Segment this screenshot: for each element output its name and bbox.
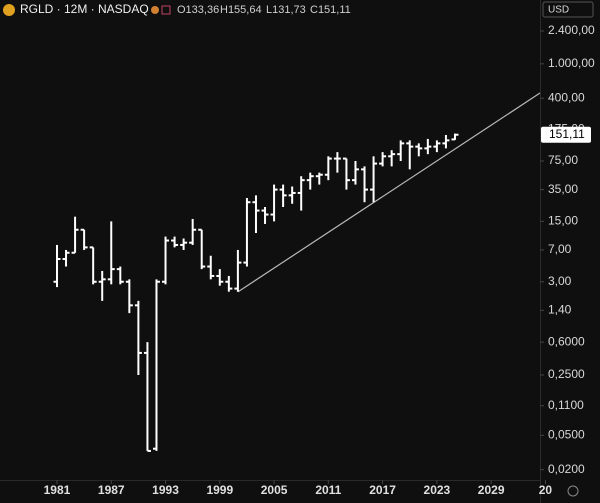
ohlc-bar xyxy=(370,156,378,203)
symbol-logo xyxy=(3,4,15,16)
currency[interactable]: USD xyxy=(548,5,569,16)
settings-icon[interactable] xyxy=(567,485,579,497)
ohlc-bar xyxy=(89,246,97,285)
ohlc-bar xyxy=(252,195,260,234)
y-tick-label: 35,00 xyxy=(548,182,578,196)
ohlc-bar xyxy=(116,266,124,285)
y-tick-label: 0,0500 xyxy=(548,428,585,442)
y-tick-label: 1,40 xyxy=(548,303,572,317)
y-tick-label: 2.400,00 xyxy=(548,23,595,37)
ohlc-bar xyxy=(198,228,206,270)
ohlc-bar xyxy=(53,244,61,288)
ohlc-value: L131,73 xyxy=(266,4,306,16)
ohlc-bar xyxy=(351,160,359,185)
trendline xyxy=(237,92,541,293)
y-tick-label: 400,00 xyxy=(548,90,585,104)
ohlc-readout: O133,36 H155,64 L131,73 C151,11 xyxy=(177,4,351,16)
x-tick-label: 20 xyxy=(539,483,553,497)
ohlc-bar xyxy=(71,216,79,254)
ohlc-bar xyxy=(216,269,224,286)
icon xyxy=(151,6,159,14)
ohlc-bar xyxy=(125,279,133,314)
x-tick-label: 1987 xyxy=(98,483,125,497)
ohlc-bar xyxy=(234,249,242,292)
ohlc-value: O133,36 xyxy=(177,4,219,16)
ohlc-bar xyxy=(171,236,179,248)
y-tick-label: 0,1100 xyxy=(548,398,584,412)
y-tick-label: 0,0200 xyxy=(548,462,585,476)
ohlc-bar xyxy=(225,275,233,292)
ohlc-bar xyxy=(270,184,278,222)
ohlc-bar xyxy=(433,140,441,153)
icon xyxy=(161,5,171,15)
ohlc-bar xyxy=(107,221,115,285)
x-tick-label: 2023 xyxy=(424,483,451,497)
ohlc-bar xyxy=(388,150,396,167)
ohlc-bar xyxy=(261,207,269,224)
x-tick-label: 2017 xyxy=(369,483,396,497)
ohlc-bar xyxy=(134,300,142,375)
y-tick-label: 0,2500 xyxy=(548,367,585,381)
symbol-title: RGLD · 12M · NASDAQ xyxy=(20,2,149,16)
y-tick-label: 75,00 xyxy=(548,153,578,167)
ohlc-bar xyxy=(288,186,296,204)
x-tick-label: 2005 xyxy=(261,483,288,497)
ohlc-bar xyxy=(62,249,70,267)
ohlc-bar xyxy=(279,184,287,208)
ohlc-bar xyxy=(379,152,387,167)
y-tick-label: 15,00 xyxy=(548,214,578,228)
ohlc-bar xyxy=(243,197,251,267)
ohlc-bar xyxy=(342,157,350,190)
x-tick-label: 2011 xyxy=(315,483,341,497)
ohlc-bar xyxy=(451,133,459,141)
ohlc-bar xyxy=(180,238,188,250)
ohlc-bar xyxy=(442,134,450,149)
last-price-label: 151,11 xyxy=(549,127,585,141)
ohlc-bar xyxy=(424,138,432,155)
ohlc-value: C151,11 xyxy=(310,4,351,16)
ohlc-bar xyxy=(324,156,332,181)
ohlc-bar xyxy=(397,140,405,161)
ohlc-bar xyxy=(297,176,305,211)
y-tick-label: 0,6000 xyxy=(548,334,585,348)
x-tick-label: 2029 xyxy=(478,483,505,497)
x-tick-label: 1981 xyxy=(44,483,71,497)
ohlc-bar xyxy=(143,342,151,452)
x-tick-label: 1999 xyxy=(206,483,233,497)
ohlc-bar xyxy=(98,270,106,301)
last-price-box xyxy=(541,126,591,143)
currency-box[interactable] xyxy=(542,1,594,18)
y-tick-label: 1.000,00 xyxy=(548,56,595,70)
ohlc-bar xyxy=(406,140,414,170)
ohlc-bar xyxy=(333,152,341,173)
ohlc-bar xyxy=(80,228,88,250)
ohlc-bar xyxy=(207,255,215,280)
ohlc-bar xyxy=(315,172,323,185)
ohlc-bar xyxy=(306,172,314,190)
ohlc-bar xyxy=(361,166,369,203)
ohlc-value: H155,64 xyxy=(220,4,262,16)
y-tick-label: 3,00 xyxy=(548,274,572,288)
ohlc-bar xyxy=(189,218,197,245)
x-tick-label: 1993 xyxy=(152,483,179,497)
y-tick-label: 7,00 xyxy=(548,242,572,256)
ohlc-bar xyxy=(162,236,170,285)
ohlc-bar xyxy=(152,279,160,451)
ohlc-bar xyxy=(415,143,423,157)
